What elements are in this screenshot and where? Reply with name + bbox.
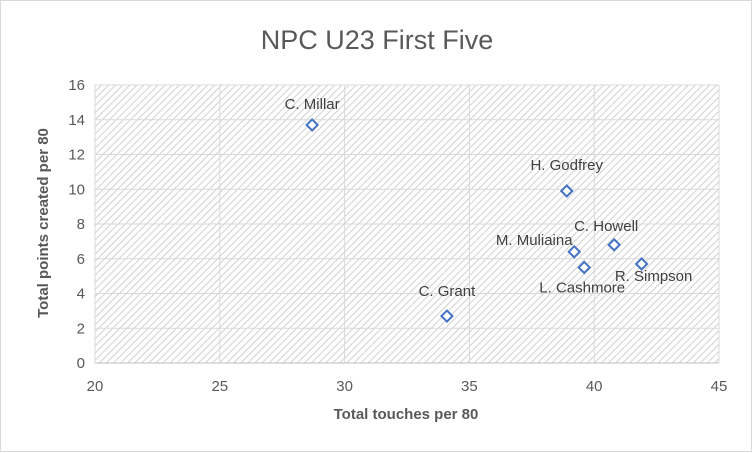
data-point-marker xyxy=(559,184,574,198)
y-tick-label: 4 xyxy=(77,286,85,303)
y-tick-label: 10 xyxy=(68,181,85,198)
y-tick-label: 0 xyxy=(77,355,85,372)
data-point-marker xyxy=(634,257,649,271)
data-point-marker xyxy=(440,309,454,324)
y-tick-label: 8 xyxy=(77,216,85,233)
data-point-marker xyxy=(567,244,582,259)
x-tick-label: 20 xyxy=(87,378,104,395)
data-point-marker xyxy=(305,118,320,132)
axis-ticks: 0 2 4 6 8 10 12 14 16 20 25 30 35 40 45 xyxy=(68,77,727,395)
x-axis-title: Total touches per 80 xyxy=(334,406,479,423)
data-point-label: H. Godfrey xyxy=(530,157,603,174)
gridlines xyxy=(94,84,720,364)
y-tick-label: 6 xyxy=(77,251,85,268)
y-axis-title: Total points created per 80 xyxy=(35,128,52,318)
y-tick-label: 2 xyxy=(77,320,85,337)
data-point-label: C. Grant xyxy=(419,283,477,300)
data-point-marker xyxy=(607,237,622,252)
data-point-label: L. Cashmore xyxy=(539,279,625,296)
x-tick-label: 40 xyxy=(586,378,603,395)
data-point-label: R. Simpson xyxy=(615,268,693,285)
x-tick-label: 35 xyxy=(461,378,478,395)
chart-title: NPC U23 First Five xyxy=(261,25,494,55)
data-point-label: C. Howell xyxy=(574,218,638,235)
data-point-marker xyxy=(577,260,592,275)
y-tick-label: 16 xyxy=(68,77,85,94)
y-tick-label: 14 xyxy=(68,112,85,129)
x-tick-label: 25 xyxy=(211,378,228,395)
x-tick-label: 30 xyxy=(336,378,353,395)
data-point-label: C. Millar xyxy=(285,96,340,113)
x-tick-label: 45 xyxy=(711,378,728,395)
data-point-label: M. Muliaina xyxy=(496,232,573,249)
y-tick-label: 12 xyxy=(68,147,85,164)
